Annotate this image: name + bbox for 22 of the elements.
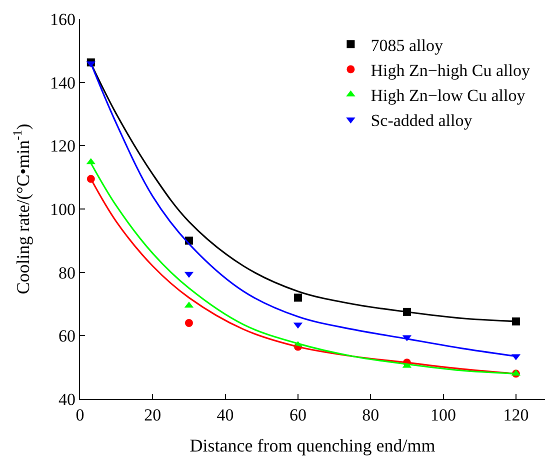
y-tick-label: 40: [58, 390, 76, 409]
legend-label: High Zn−low Cu alloy: [370, 86, 526, 105]
x-tick-label: 40: [216, 406, 234, 425]
point: [294, 294, 302, 302]
x-axis-title: Distance from quenching end/mm: [190, 436, 436, 456]
legend-label: 7085 alloy: [370, 36, 444, 55]
x-tick-label: 20: [144, 406, 162, 425]
y-tick-label: 100: [50, 200, 76, 219]
legend-label: Sc-added alloy: [370, 111, 473, 130]
point: [184, 319, 193, 327]
y-tick-label: 160: [50, 10, 76, 29]
y-tick-label: 140: [50, 73, 76, 92]
y-tick-label: 120: [50, 136, 76, 156]
y-tick-label: 80: [58, 263, 76, 282]
y-tick-label: 60: [58, 326, 76, 346]
x-tick-label: 80: [362, 406, 380, 425]
point: [512, 317, 520, 326]
x-tick-label: 0: [76, 406, 84, 425]
x-tick-label: 120: [503, 406, 529, 425]
x-tick-label: 60: [289, 406, 306, 425]
x-tick-label: 100: [430, 406, 456, 425]
legend-label: High Zn−high Cu alloy: [370, 60, 530, 80]
